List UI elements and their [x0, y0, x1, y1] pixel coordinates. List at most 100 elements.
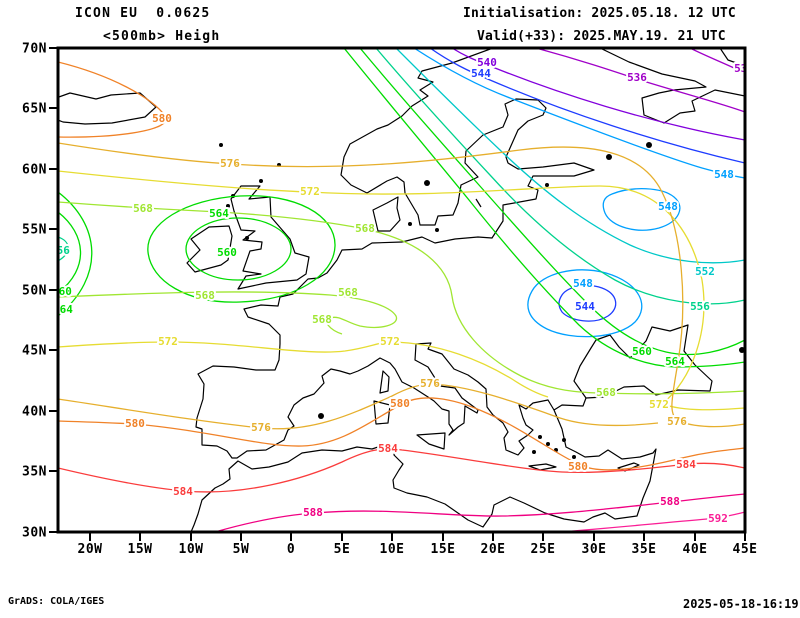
lon-tick-label: 25E — [531, 542, 556, 557]
islet — [646, 142, 652, 148]
coastlines — [58, 48, 745, 532]
valid-time: Valid(+33): 2025.MAY.19. 21 UTC — [477, 29, 726, 44]
lat-tick-label: 30N — [22, 526, 47, 541]
islet — [318, 413, 324, 419]
contour-line-536 — [535, 48, 745, 113]
contour-588 — [214, 493, 745, 532]
creation-timestamp: 2025-05-18-16:19 — [683, 597, 799, 611]
contour-line-568 — [58, 291, 398, 335]
lon-tick-label: 20E — [481, 542, 506, 557]
contour-label-568: 568 — [596, 386, 616, 399]
contour-label-564: 564 — [209, 207, 229, 220]
contour-line-556 — [375, 48, 745, 305]
contour-label-572: 572 — [649, 398, 669, 411]
lon-tick-label: 35E — [632, 542, 657, 557]
lat-tick-label: 40N — [22, 405, 47, 420]
coastline-path — [186, 225, 233, 273]
contour-592 — [559, 511, 745, 532]
contour-label-580: 580 — [152, 112, 172, 125]
contour-label-584: 584 — [676, 458, 696, 471]
contour-line-584 — [58, 448, 745, 493]
contour-line-536 — [689, 48, 745, 74]
contour-line-540 — [451, 48, 745, 141]
contour-label-572: 572 — [158, 335, 178, 348]
lon-tick-label: 0 — [287, 542, 295, 557]
islet — [219, 143, 223, 147]
contour-576 — [58, 142, 745, 430]
contour-580 — [58, 61, 745, 471]
height-contours — [58, 48, 745, 532]
grads-credit: GrADS: COLA/IGES — [8, 596, 105, 607]
contour-line-564 — [147, 195, 336, 303]
islet — [226, 204, 230, 208]
coastline-path — [195, 241, 587, 459]
contour-line-548 — [527, 269, 643, 338]
contour-line-548 — [602, 188, 681, 231]
contour-line-576 — [58, 142, 745, 428]
coastline-path — [230, 185, 310, 290]
lon-tick-label: 10W — [179, 542, 204, 557]
contour-line-580 — [58, 61, 167, 138]
contour-label-572: 572 — [380, 335, 400, 348]
contour-line-548 — [413, 48, 745, 179]
contour-line-576 — [58, 383, 659, 430]
lat-tick-label: 45N — [22, 344, 47, 359]
coastline-path — [573, 324, 713, 399]
contour-line-592 — [559, 511, 745, 532]
contour-label-548: 548 — [658, 200, 678, 213]
contour-label-544: 544 — [575, 300, 595, 313]
contour-label-564: 564 — [665, 355, 685, 368]
contour-label-568: 568 — [133, 202, 153, 215]
contour-label-580: 580 — [125, 417, 145, 430]
contour-line-564 — [343, 48, 745, 368]
contour-label-556: 556 — [690, 300, 710, 313]
contour-line-564 — [58, 191, 93, 317]
lat-tick-label: 35N — [22, 465, 47, 480]
coastline-path — [719, 48, 745, 67]
islet — [606, 154, 612, 160]
contour-536 — [535, 48, 745, 113]
contour-label-568: 568 — [312, 313, 332, 326]
lat-tick-label: 55N — [22, 223, 47, 238]
contour-label-544: 544 — [471, 67, 491, 80]
lat-tick-label: 65N — [22, 102, 47, 117]
contour-568 — [58, 201, 745, 395]
contour-556 — [58, 48, 745, 305]
islet — [424, 180, 430, 186]
contour-label-580: 580 — [568, 460, 588, 473]
contour-572 — [58, 170, 745, 411]
contour-line-588 — [214, 493, 745, 532]
contour-label-564: 564 — [53, 303, 73, 316]
contour-label-576: 576 — [420, 377, 440, 390]
lat-tick-label: 50N — [22, 284, 47, 299]
lon-tick-label: 20W — [78, 542, 103, 557]
contour-564 — [58, 48, 745, 368]
coastline-path — [373, 400, 391, 425]
contour-label-572: 572 — [300, 185, 320, 198]
contour-label-548: 548 — [573, 277, 593, 290]
lon-tick-label: 15E — [431, 542, 456, 557]
field-title: <500mb> Heigh — [103, 29, 221, 44]
contour-label-568: 568 — [355, 222, 375, 235]
contour-label-560: 560 — [52, 285, 72, 298]
contour-label-592: 592 — [708, 512, 728, 525]
islet — [435, 228, 439, 232]
coastline-path — [379, 370, 390, 394]
coastline-path — [190, 409, 657, 532]
contour-line-560 — [359, 48, 745, 356]
coastline-path — [475, 198, 482, 208]
map-axes: 70N 65N 60N 55N 50N 45N 40N 35N 30N 20W 15W 10W 5W 0 5… — [22, 42, 757, 558]
contour-label-568: 568 — [338, 286, 358, 299]
model-title: ICON EU 0.0625 — [75, 6, 211, 21]
map-frame — [56, 46, 747, 534]
coastline-path — [58, 92, 157, 125]
islet — [408, 222, 412, 226]
contour-line-544 — [429, 48, 745, 164]
contour-line-544 — [558, 284, 617, 322]
islet — [545, 183, 549, 187]
islet — [572, 455, 576, 459]
contour-label-552: 552 — [695, 265, 715, 278]
lon-tick-label: 5E — [334, 542, 351, 557]
islet — [245, 236, 249, 240]
